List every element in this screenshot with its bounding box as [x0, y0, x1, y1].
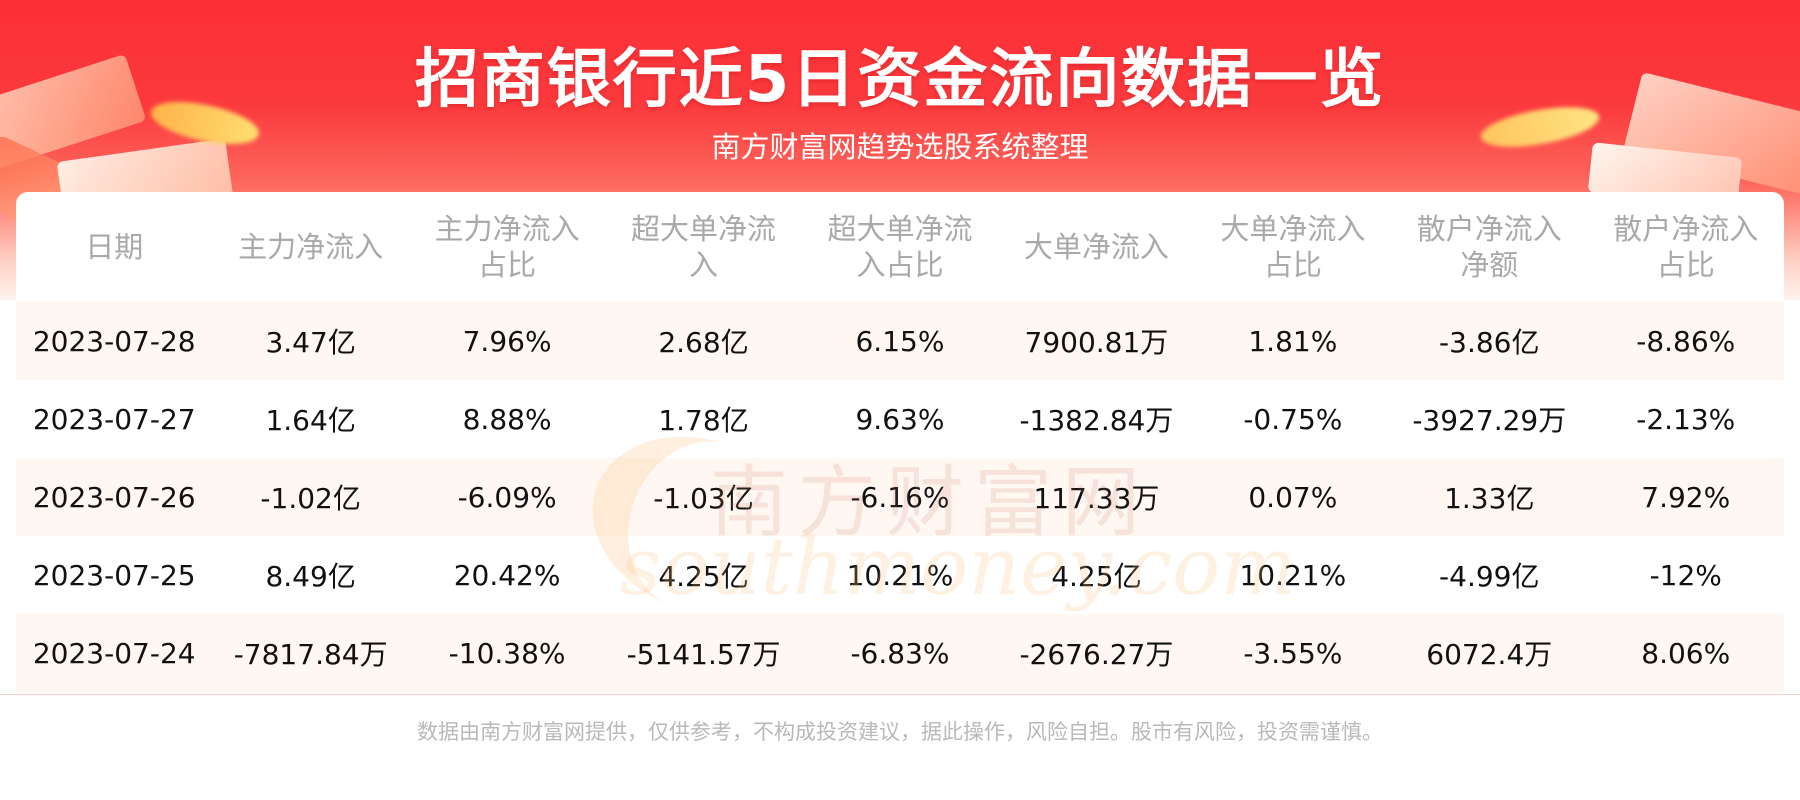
- column-header: 日期: [16, 192, 212, 302]
- table-cell: -2.13%: [1587, 380, 1784, 458]
- table-cell: 4.25亿: [605, 536, 802, 614]
- cell-date: 2023-07-27: [16, 380, 213, 458]
- column-header-line: 占比: [478, 248, 537, 282]
- table-cell: 6.15%: [801, 302, 999, 380]
- column-header-line: 占比: [1263, 248, 1322, 282]
- table-cell: -3927.29万: [1391, 380, 1588, 458]
- table-cell: -6.09%: [408, 458, 606, 536]
- column-header-line: 日期: [85, 230, 144, 264]
- table-cell: 0.07%: [1194, 458, 1392, 536]
- table-row: 2023-07-27 1.64亿 8.88% 1.78亿 9.63% -1382.84万 -…: [16, 380, 1784, 458]
- table-cell: 1.81%: [1194, 302, 1392, 380]
- table-cell: -7817.84万: [212, 614, 409, 692]
- table-cell: -0.75%: [1194, 380, 1392, 458]
- table-cell: 1.64亿: [212, 380, 409, 458]
- table-row: 2023-07-25 8.49亿 20.42% 4.25亿 10.21% 4.25亿 10.…: [16, 536, 1784, 614]
- column-header-line: 主力净流入: [434, 212, 580, 246]
- column-header: 散户净流入 占比: [1588, 192, 1785, 302]
- table-cell: 7.92%: [1587, 458, 1784, 536]
- table-cell: 4.25亿: [998, 536, 1195, 614]
- table-cell: -12%: [1587, 536, 1784, 614]
- column-header: 散户净流入 净额: [1391, 192, 1587, 302]
- cell-date: 2023-07-25: [16, 536, 213, 614]
- table-cell: 6072.4万: [1391, 614, 1588, 692]
- column-header-line: 散户净流入: [1416, 212, 1562, 246]
- table-cell: 9.63%: [801, 380, 999, 458]
- column-header-line: 占比: [1656, 248, 1715, 282]
- table-cell: -1.02亿: [212, 458, 409, 536]
- column-header-line: 入: [689, 248, 719, 282]
- column-header-line: 超大单净流: [827, 212, 973, 246]
- table-cell: 7900.81万: [998, 302, 1195, 380]
- column-header: 大单净流入: [998, 192, 1194, 302]
- column-header-line: 主力净流入: [238, 230, 384, 264]
- column-header-line: 净额: [1460, 248, 1519, 282]
- page-title: 招商银行近5日资金流向数据一览: [414, 43, 1386, 117]
- column-header: 大单净流入 占比: [1195, 192, 1391, 302]
- column-header: 超大单净流入: [605, 192, 801, 302]
- table-cell: -1.03亿: [605, 458, 802, 536]
- column-header-line: 大单净流入: [1220, 212, 1366, 246]
- table-cell: -6.83%: [801, 614, 999, 692]
- table-cell: -2676.27万: [998, 614, 1195, 692]
- cell-date: 2023-07-26: [16, 458, 213, 536]
- table-cell: 8.88%: [408, 380, 606, 458]
- table-cell: 3.47亿: [212, 302, 409, 380]
- fund-flow-table: 日期 主力净流入 主力净流入 占比 超大单净流入超大单净流 入占比 大单净流入 大单净流入 占比…: [16, 192, 1784, 692]
- table-header-row: 日期 主力净流入 主力净流入 占比 超大单净流入超大单净流 入占比 大单净流入 大单净流入 占比…: [16, 192, 1784, 302]
- column-header-line: 大单净流入: [1023, 230, 1169, 264]
- table-cell: -5141.57万: [605, 614, 802, 692]
- disclaimer: 数据由南方财富网提供，仅供参考，不构成投资建议，据此操作，风险自担。股市有风险，…: [417, 720, 1383, 744]
- column-header-line: 超大单净流: [631, 212, 777, 246]
- table-cell: -1382.84万: [998, 380, 1195, 458]
- table-cell: -8.86%: [1587, 302, 1784, 380]
- cell-date: 2023-07-24: [16, 614, 213, 692]
- table-body: 2023-07-28 3.47亿 7.96% 2.68亿 6.15% 7900.81万 1.…: [16, 302, 1784, 692]
- footer-divider: [0, 694, 1800, 695]
- table-cell: -3.55%: [1194, 614, 1392, 692]
- table-cell: -3.86亿: [1391, 302, 1588, 380]
- column-header: 主力净流入: [212, 192, 408, 302]
- column-header: 超大单净流 入占比: [802, 192, 998, 302]
- table-cell: 8.06%: [1587, 614, 1784, 692]
- column-header: 主力净流入 占比: [409, 192, 605, 302]
- table-cell: -4.99亿: [1391, 536, 1588, 614]
- table-cell: 2.68亿: [605, 302, 802, 380]
- table-cell: 1.33亿: [1391, 458, 1588, 536]
- table-cell: -6.16%: [801, 458, 999, 536]
- table-cell: -10.38%: [408, 614, 606, 692]
- table-cell: 117.33万: [998, 458, 1195, 536]
- table-cell: 8.49亿: [212, 536, 409, 614]
- table-cell: 1.78亿: [605, 380, 802, 458]
- cell-date: 2023-07-28: [16, 302, 213, 380]
- table-cell: 20.42%: [408, 536, 606, 614]
- page-subtitle: 南方财富网趋势选股系统整理: [711, 130, 1089, 164]
- table-cell: 7.96%: [408, 302, 606, 380]
- column-header-line: 散户净流入: [1613, 212, 1759, 246]
- table-row: 2023-07-28 3.47亿 7.96% 2.68亿 6.15% 7900.81万 1.…: [16, 302, 1784, 380]
- table-row: 2023-07-24 -7817.84万 -10.38% -5141.57万 -6.83…: [16, 614, 1784, 692]
- column-header-line: 入占比: [856, 248, 944, 282]
- table-cell: 10.21%: [801, 536, 999, 614]
- table-row: 2023-07-26 -1.02亿 -6.09% -1.03亿 -6.16% 117.33…: [16, 458, 1784, 536]
- table-cell: 10.21%: [1194, 536, 1392, 614]
